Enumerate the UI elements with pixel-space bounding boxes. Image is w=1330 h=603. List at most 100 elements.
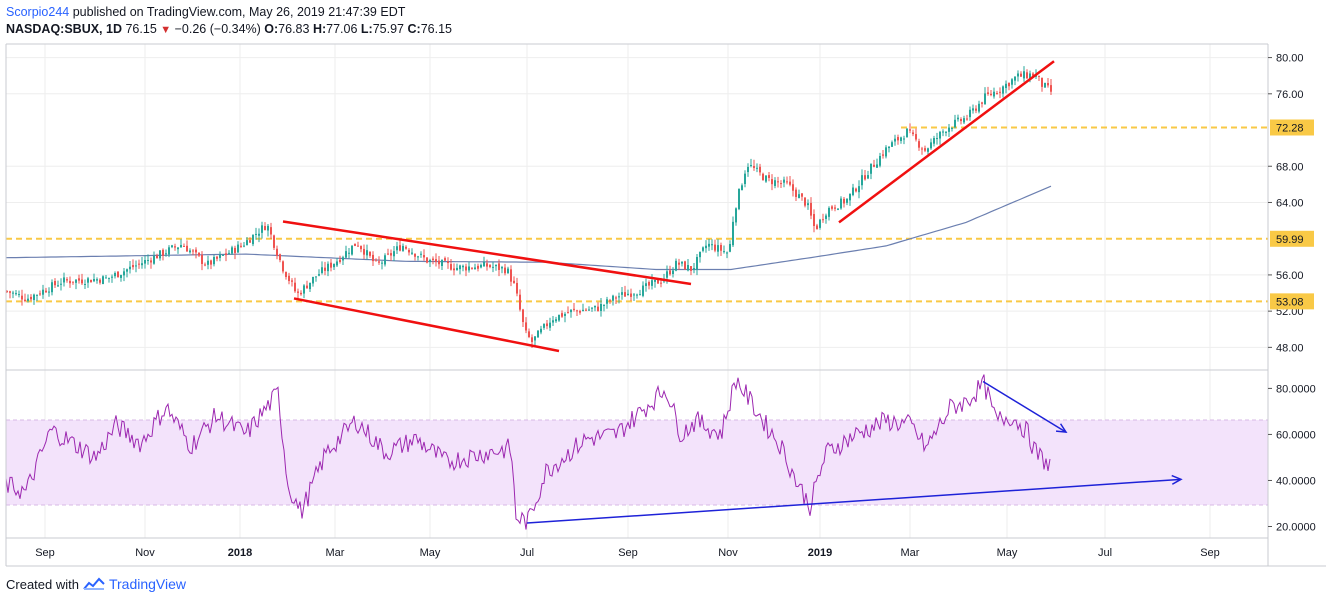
rsi-arrows[interactable] bbox=[526, 380, 1183, 524]
candle-down bbox=[579, 310, 581, 313]
candle-down bbox=[201, 254, 203, 264]
candle-up bbox=[501, 267, 503, 269]
candle-up bbox=[315, 276, 317, 278]
candle-up bbox=[939, 131, 941, 139]
candle-down bbox=[882, 154, 884, 156]
candle-down bbox=[816, 225, 818, 230]
tradingview-brand[interactable]: TradingView bbox=[108, 576, 187, 592]
candle-down bbox=[9, 291, 11, 293]
candle-up bbox=[111, 276, 113, 278]
candle-down bbox=[909, 129, 911, 131]
candle-up bbox=[534, 336, 536, 341]
candle-down bbox=[960, 119, 962, 122]
candle-up bbox=[480, 264, 482, 268]
candle-down bbox=[990, 93, 992, 95]
candle-up bbox=[381, 262, 383, 264]
candle-up bbox=[48, 291, 50, 293]
candle-down bbox=[777, 181, 779, 183]
close-value: 76.15 bbox=[420, 22, 452, 36]
candle-down bbox=[435, 259, 437, 262]
candle-up bbox=[666, 271, 668, 278]
candle-up bbox=[741, 185, 743, 191]
candle-down bbox=[567, 312, 569, 314]
candle-down bbox=[1047, 83, 1049, 86]
candle-up bbox=[318, 274, 320, 276]
candle-up bbox=[402, 245, 404, 251]
candle-up bbox=[336, 261, 338, 266]
candle-up bbox=[261, 225, 263, 233]
candle-up bbox=[969, 109, 971, 118]
candle-up bbox=[222, 254, 224, 256]
candle-up bbox=[258, 233, 260, 236]
candle-up bbox=[588, 309, 590, 311]
candle-down bbox=[225, 253, 227, 256]
candle-down bbox=[387, 253, 389, 255]
candle-down bbox=[282, 261, 284, 272]
candle-down bbox=[822, 219, 824, 221]
candle-up bbox=[96, 279, 98, 281]
arrow-head-icon bbox=[1171, 474, 1183, 485]
time-axis[interactable]: Sep Nov 2018 Mar May Jul Sep Nov 2019 Mar May Jul Se… bbox=[35, 547, 1220, 559]
time-tick-label: May bbox=[997, 547, 1018, 559]
candle-up bbox=[456, 267, 458, 271]
candle-down bbox=[864, 175, 866, 180]
candle-down bbox=[804, 197, 806, 206]
candle-up bbox=[303, 285, 305, 294]
candle-up bbox=[228, 252, 230, 254]
candle-down bbox=[753, 166, 755, 168]
candle-up bbox=[735, 208, 737, 223]
candle-down bbox=[306, 285, 308, 289]
candle-up bbox=[1029, 73, 1031, 79]
trendlines[interactable] bbox=[282, 60, 1055, 353]
candle-up bbox=[723, 251, 725, 253]
candle-down bbox=[516, 282, 518, 294]
candle-up bbox=[732, 221, 734, 246]
candle-up bbox=[852, 187, 854, 196]
candle-down bbox=[465, 266, 467, 271]
candle-up bbox=[1017, 73, 1019, 77]
candle-down bbox=[924, 148, 926, 151]
candle-down bbox=[471, 267, 473, 269]
candle-down bbox=[414, 253, 416, 257]
candle-up bbox=[951, 127, 953, 129]
candle-down bbox=[1026, 72, 1028, 79]
candle-up bbox=[384, 255, 386, 265]
candle-up bbox=[936, 138, 938, 140]
candle-up bbox=[348, 252, 350, 254]
candle-up bbox=[123, 271, 125, 276]
candle-up bbox=[654, 279, 656, 282]
candle-down bbox=[657, 278, 659, 284]
candle-up bbox=[312, 276, 314, 284]
candle-up bbox=[603, 304, 605, 306]
candle-down bbox=[789, 181, 791, 185]
candle-up bbox=[651, 280, 653, 286]
candle-down bbox=[72, 281, 74, 283]
candle-up bbox=[783, 179, 785, 183]
candle-up bbox=[675, 260, 677, 271]
price-axis[interactable]: 80.0076.0068.0064.0056.0052.0048.0072.28… bbox=[1268, 53, 1314, 355]
price-tick-label: 80.00 bbox=[1276, 53, 1304, 65]
candle-up bbox=[933, 138, 935, 144]
rsi-axis[interactable]: 80.0000 60.0000 40.0000 20.0000 bbox=[1268, 383, 1316, 533]
candle-down bbox=[216, 256, 218, 259]
candle-down bbox=[438, 260, 440, 265]
candle-down bbox=[759, 166, 761, 173]
candle-up bbox=[978, 103, 980, 112]
candle-down bbox=[834, 207, 836, 209]
candle-up bbox=[606, 299, 608, 304]
author-link[interactable]: Scorpio244 bbox=[6, 5, 70, 19]
candle-down bbox=[684, 261, 686, 270]
candle-down bbox=[690, 266, 692, 271]
time-tick-label: 2018 bbox=[228, 547, 252, 559]
level-price-label: 72.28 bbox=[1276, 122, 1304, 134]
time-tick-label: Sep bbox=[1200, 547, 1220, 559]
symbol-label[interactable]: NASDAQ:SBUX, 1D bbox=[6, 22, 122, 36]
candle-up bbox=[708, 243, 710, 247]
candle-up bbox=[858, 186, 860, 193]
candle-up bbox=[645, 283, 647, 287]
candle-down bbox=[285, 272, 287, 277]
price-change: −0.26 (−0.34%) bbox=[174, 22, 261, 36]
candle-up bbox=[141, 263, 143, 266]
candle-down bbox=[996, 93, 998, 95]
